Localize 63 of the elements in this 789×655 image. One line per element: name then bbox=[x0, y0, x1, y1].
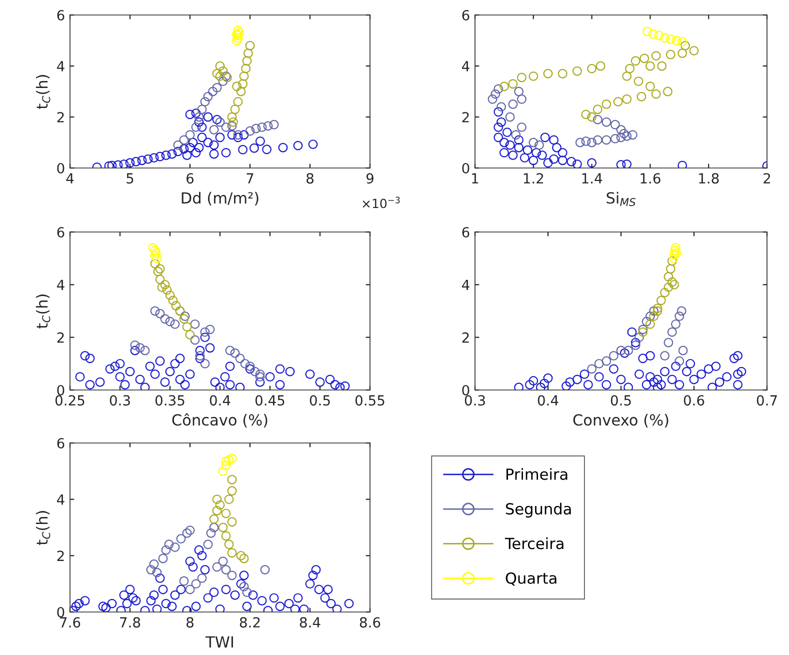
x-tick-label: 0.3 bbox=[110, 395, 130, 406]
y-tick-label: 6 bbox=[57, 226, 64, 238]
y-tick-label: 0 bbox=[462, 162, 470, 174]
legend-label: Segunda bbox=[506, 502, 571, 518]
y-tick-label: 0 bbox=[462, 384, 470, 396]
y-tick-label: 6 bbox=[57, 438, 64, 448]
legend-label: Terceira bbox=[504, 537, 564, 550]
y-tick-label: 2 bbox=[57, 112, 64, 122]
x-axis-title: Dd (m/m²) bbox=[182, 192, 258, 206]
y-tick-label: 2 bbox=[462, 332, 469, 343]
y-axis-title: t$_{C}$(h) bbox=[36, 75, 50, 109]
y-axis-title: t$_{C}$(h) bbox=[36, 511, 50, 545]
x-tick-label: 1.2 bbox=[524, 173, 544, 184]
x-tick-label: 1.6 bbox=[640, 173, 660, 184]
y-tick-label: 0 bbox=[57, 384, 64, 396]
y-tick-label: 4 bbox=[462, 61, 470, 72]
x-tick-label: 9 bbox=[366, 173, 374, 184]
x-tick-label: 7.6 bbox=[60, 617, 80, 628]
x-tick-label: 1 bbox=[472, 173, 478, 184]
x-tick-label: 0.7 bbox=[756, 395, 777, 406]
x-tick-label: 1.4 bbox=[582, 173, 602, 184]
y-tick-label: 2 bbox=[57, 550, 64, 561]
x-tick-label: 0.4 bbox=[210, 395, 230, 406]
y-axis-title: t$_{C}$(h) bbox=[36, 294, 50, 328]
x-axis-title: Convexo (%) bbox=[573, 414, 668, 428]
x-tick-label: 0.3 bbox=[464, 395, 485, 406]
x-tick-label: 0.35 bbox=[155, 395, 184, 406]
x-tick-label: 5 bbox=[126, 173, 134, 184]
x-tick-label: 0.55 bbox=[355, 395, 384, 406]
y-tick-label: 4 bbox=[56, 61, 64, 72]
x-tick-label: 4 bbox=[66, 173, 74, 184]
y-tick-label: 0 bbox=[57, 162, 64, 174]
y-tick-label: 0 bbox=[57, 606, 64, 618]
y-tick-label: 4 bbox=[462, 280, 470, 290]
y-tick-label: 4 bbox=[56, 280, 64, 290]
y-tick-label: 2 bbox=[57, 332, 64, 343]
x-tick-label: 0.4 bbox=[538, 395, 558, 406]
x-tick-label: 0.5 bbox=[310, 395, 330, 406]
x-tick-label: 0.6 bbox=[684, 395, 704, 406]
y-tick-label: 6 bbox=[462, 10, 470, 20]
x-tick-label: 8.2 bbox=[240, 617, 260, 628]
y-tick-label: 2 bbox=[462, 112, 469, 122]
y-tick-label: 6 bbox=[57, 10, 64, 20]
text: ×10$^{−3}$ bbox=[362, 196, 400, 208]
y-tick-label: 6 bbox=[462, 226, 470, 238]
x-tick-label: 0.5 bbox=[610, 395, 631, 406]
legend-label: Quarta bbox=[506, 572, 556, 586]
x-tick-label: 6 bbox=[186, 173, 194, 184]
x-tick-label: 0.25 bbox=[55, 395, 84, 406]
x-tick-label: 7 bbox=[246, 173, 254, 184]
y-tick-label: 4 bbox=[56, 494, 64, 505]
x-axis-title: TWI bbox=[205, 636, 233, 648]
x-axis-title: Côncavo (%) bbox=[172, 413, 268, 428]
x-tick-label: 2 bbox=[764, 173, 770, 184]
x-tick-label: 8.6 bbox=[360, 617, 380, 628]
x-tick-label: 8.4 bbox=[300, 617, 320, 628]
x-tick-label: 8 bbox=[306, 173, 314, 184]
x-tick-label: 1.8 bbox=[699, 173, 719, 184]
x-tick-label: 0.45 bbox=[255, 395, 284, 406]
x-tick-label: 8 bbox=[186, 617, 194, 628]
x-axis-title: Si$_{MS}$ bbox=[606, 192, 636, 206]
x-tick-label: 7.8 bbox=[120, 617, 140, 628]
legend-label: Primeira bbox=[506, 468, 568, 480]
